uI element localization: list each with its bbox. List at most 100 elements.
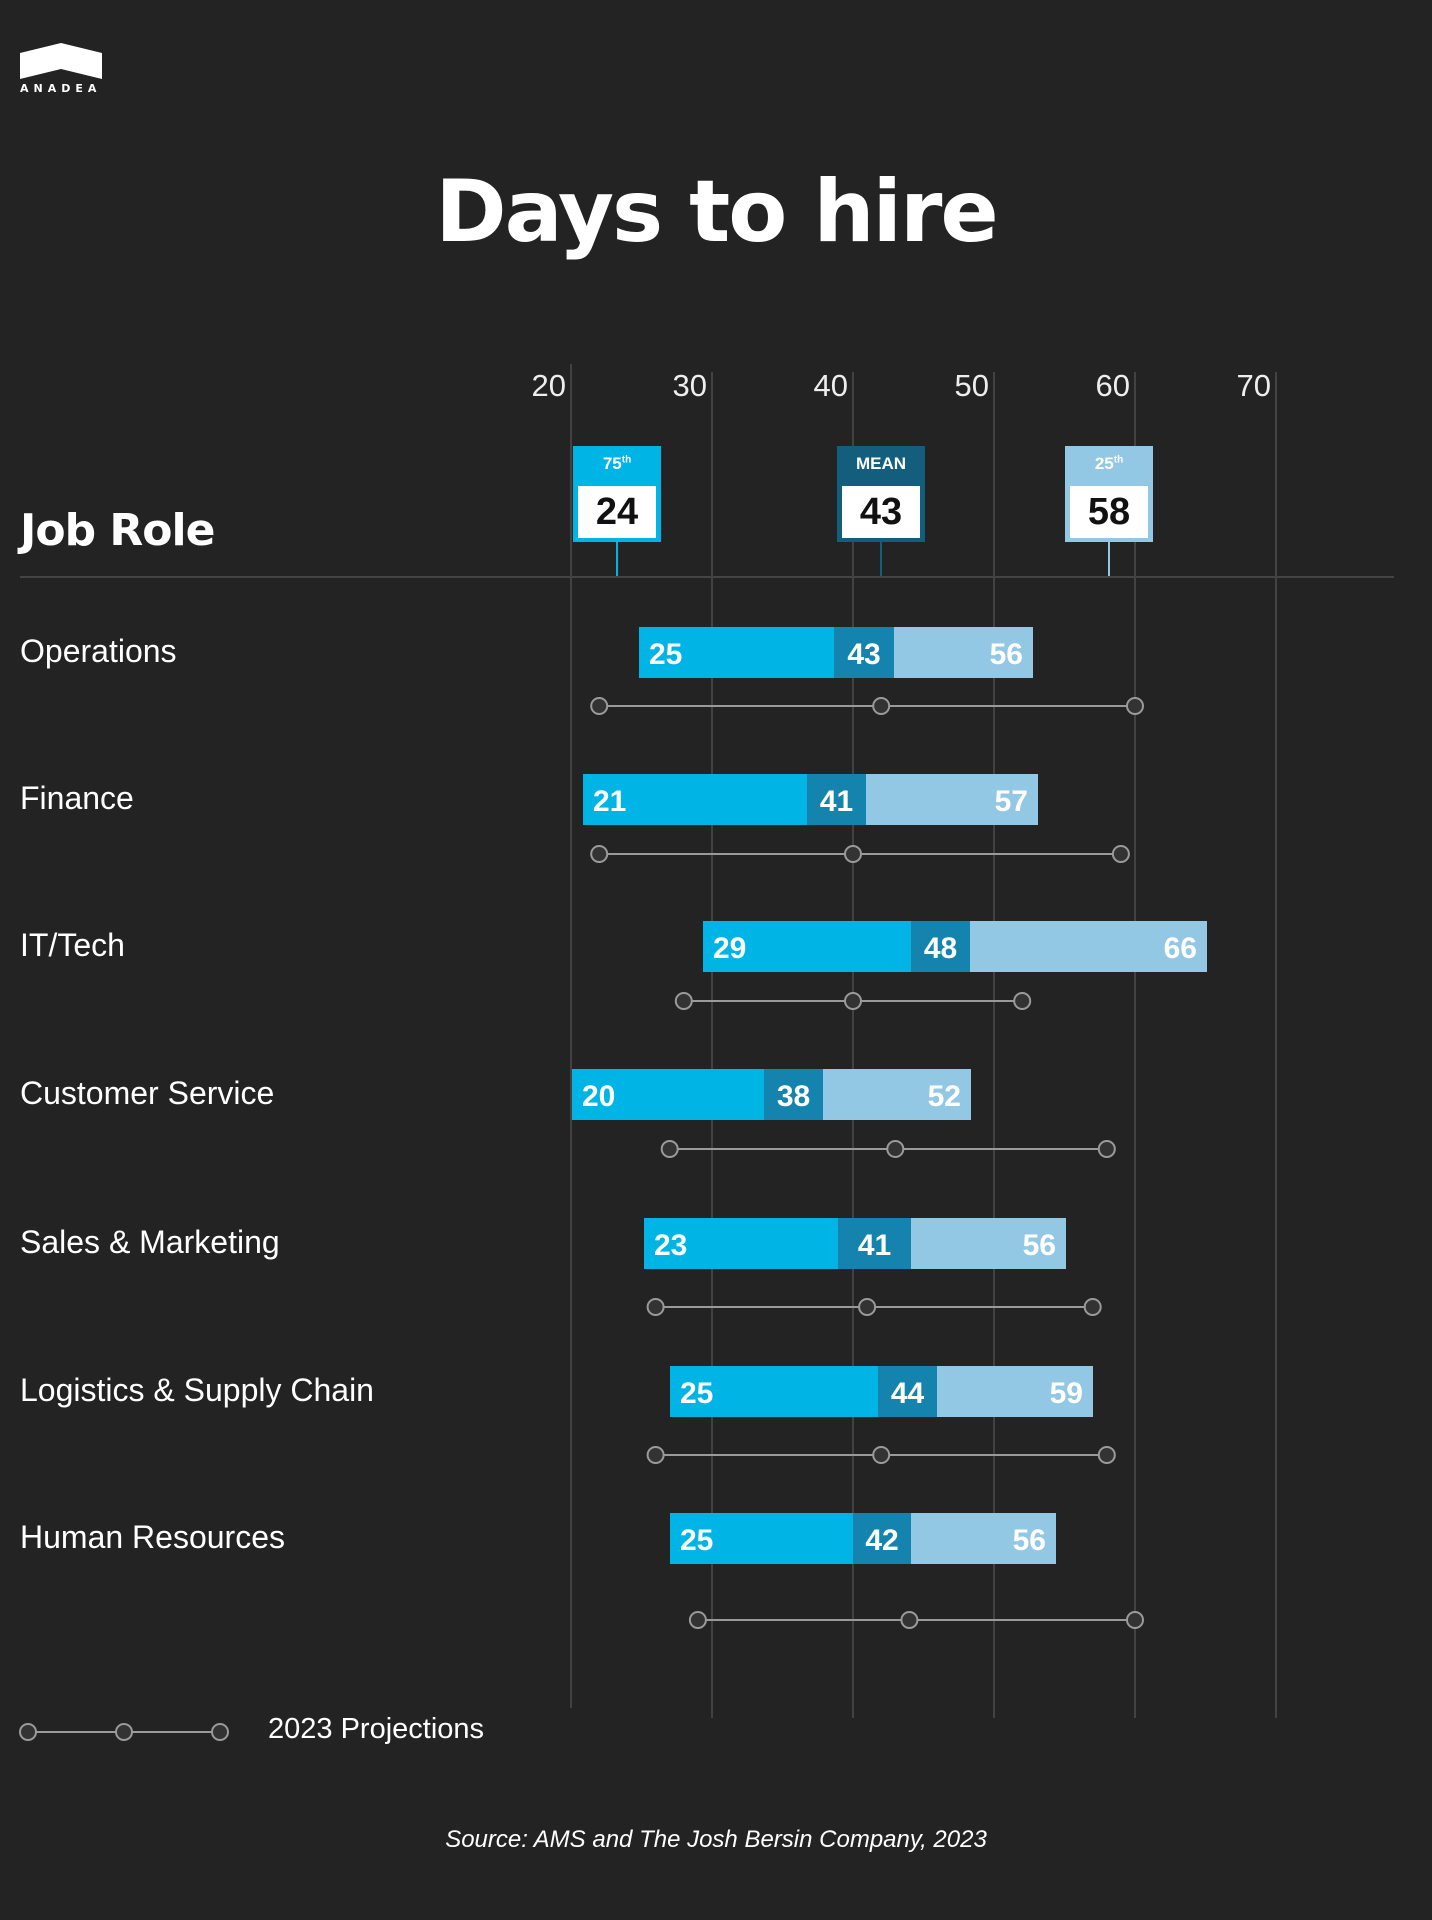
bar-label-p75: 20 (582, 1080, 615, 1113)
bar-segment-mean (764, 1069, 823, 1120)
bar-label-p25: 56 (990, 638, 1023, 671)
bar-label-p75: 25 (680, 1524, 713, 1557)
projection-point (1083, 1298, 1102, 1316)
legend-point (211, 1723, 229, 1741)
bar-label-p25: 66 (1164, 932, 1197, 965)
bar-row: 23 41 56 (644, 1218, 1066, 1269)
bar-label-p75: 29 (713, 932, 746, 965)
legend-point (115, 1723, 133, 1741)
bar-segment-p75 (639, 627, 834, 678)
bar-label-mean: 42 (865, 1524, 898, 1557)
y-axis-label: Job Role (20, 505, 215, 556)
legend-point (19, 1723, 37, 1741)
bar-label-mean: 44 (891, 1377, 925, 1410)
bar-segment-p25 (937, 1366, 1093, 1417)
bar-segment-mean (807, 774, 866, 825)
projection-point (1013, 992, 1032, 1010)
header-separator (20, 576, 1394, 578)
gridline (993, 372, 995, 1718)
chart-title: Days to hire (435, 162, 999, 262)
projection-point (660, 1140, 679, 1158)
projection-point (886, 1140, 905, 1158)
marker-mean: MEAN 43 (837, 446, 925, 542)
bar-segment-p75 (644, 1218, 838, 1269)
gridline (852, 372, 854, 1718)
projection-point (590, 697, 609, 715)
bar-segment-mean (838, 1218, 911, 1269)
marker-stem (616, 542, 618, 576)
projection-point (872, 1446, 891, 1464)
x-tick-label: 40 (813, 368, 848, 403)
projection-row (590, 697, 1144, 715)
projection-point (844, 845, 862, 863)
projection-row (660, 1140, 1116, 1158)
marker-label-suffix: th (1113, 454, 1124, 466)
bar-label-mean: 41 (858, 1229, 891, 1262)
gridline (570, 364, 572, 1708)
projection-row (674, 992, 1032, 1010)
job-role-label: Operations (20, 633, 177, 669)
bar-segment-p25 (911, 1218, 1066, 1269)
gridline (711, 372, 713, 1718)
job-role-label: IT/Tech (20, 927, 125, 963)
projection-point (674, 992, 693, 1010)
projection-point (1126, 697, 1144, 715)
bar-segment-mean (853, 1513, 911, 1564)
bar-label-p25: 57 (995, 785, 1028, 818)
bar-row: 25 43 56 (639, 627, 1033, 678)
bar-segment-p75 (670, 1513, 853, 1564)
legend-label: 2023 Projections (268, 1713, 485, 1745)
x-tick-label: 30 (672, 368, 707, 403)
bar-label-p25: 56 (1023, 1229, 1056, 1262)
bar-segment-p25 (970, 921, 1207, 972)
marker-p25: 25th 58 (1065, 446, 1153, 542)
projection-row (646, 1446, 1116, 1464)
bar-label-p75: 25 (649, 638, 682, 671)
marker-stem (880, 542, 882, 576)
bar-row: 25 44 59 (670, 1366, 1093, 1417)
projection-point (1111, 845, 1130, 863)
projection-point (872, 697, 891, 715)
projection-row (590, 845, 1130, 863)
projection-point (1126, 1611, 1144, 1629)
legend-projection-icon (19, 1723, 229, 1741)
marker-value: 24 (578, 486, 656, 538)
marker-label-suffix: th (621, 454, 632, 466)
bar-row: 21 41 57 (583, 774, 1038, 825)
bar-label-mean: 41 (820, 785, 853, 818)
job-role-label: Customer Service (20, 1075, 275, 1111)
job-role-label: Sales & Marketing (20, 1224, 280, 1260)
bar-segment-mean (911, 921, 970, 972)
bar-label-p25: 52 (928, 1080, 961, 1113)
bar-label-p75: 21 (593, 785, 626, 818)
bar-segment-p75 (572, 1069, 764, 1120)
bar-label-p25: 59 (1050, 1377, 1083, 1410)
bar-segment-p25 (911, 1513, 1056, 1564)
x-tick-label: 50 (954, 368, 989, 403)
source-note: Source: AMS and The Josh Bersin Company,… (445, 1826, 987, 1853)
projection-row (688, 1611, 1144, 1629)
projection-point (900, 1611, 919, 1629)
projection-point (646, 1446, 665, 1464)
marker-p75: 75th 24 (573, 446, 661, 542)
marker-label: MEAN (855, 454, 907, 473)
marker-label: 25th (1094, 454, 1124, 473)
anadea-roof-logo-icon (20, 43, 102, 79)
job-role-label: Human Resources (20, 1519, 285, 1555)
projection-row (646, 1298, 1102, 1316)
gridline (1275, 372, 1277, 1718)
x-tick-label: 20 (531, 368, 566, 403)
marker-value: 43 (842, 486, 920, 538)
bar-segment-p75 (703, 921, 911, 972)
x-tick-label: 60 (1095, 368, 1130, 403)
projection-point (1097, 1446, 1116, 1464)
projection-point (688, 1611, 707, 1629)
job-role-label: Logistics & Supply Chain (20, 1372, 374, 1408)
gridline (1134, 372, 1136, 1718)
marker-value: 58 (1070, 486, 1148, 538)
job-role-label: Finance (20, 780, 134, 816)
bar-label-mean: 38 (777, 1080, 810, 1113)
projection-point (646, 1298, 665, 1316)
bar-segment-p75 (670, 1366, 878, 1417)
